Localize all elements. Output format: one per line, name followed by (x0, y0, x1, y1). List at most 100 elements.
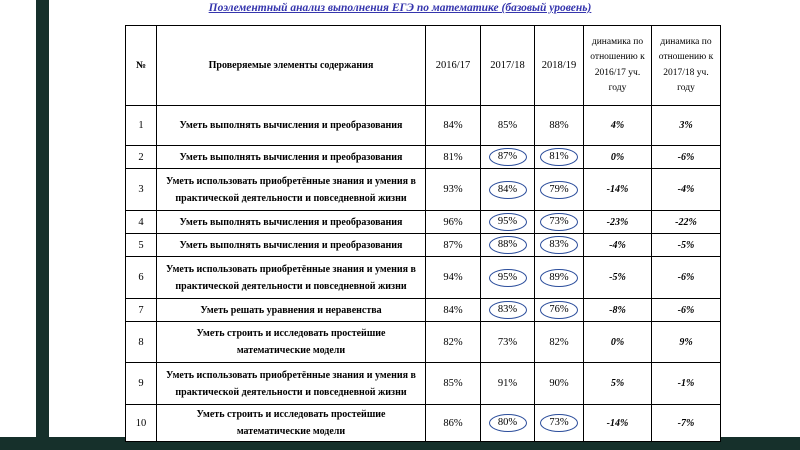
table-row: 8 Уметь строить и исследовать простейшие … (125, 321, 721, 363)
cell-content: Уметь выполнять вычисления и преобразова… (156, 105, 426, 146)
cell-num: 7 (125, 298, 157, 322)
cell-pct-2017-18: 84% (480, 168, 535, 211)
cell-num: 2 (125, 145, 157, 169)
table-body: 1 Уметь выполнять вычисления и преобразов… (125, 105, 721, 442)
cell-pct-2017-18: 85% (480, 105, 535, 146)
cell-pct-2018-19: 79% (534, 168, 584, 211)
cell-pct-2017-18: 95% (480, 210, 535, 234)
circle-annotation: 87% (488, 148, 527, 166)
cell-dynamics-2016-17: -23% (583, 210, 652, 234)
cell-dynamics-2016-17: -14% (583, 168, 652, 211)
left-accent-bar (36, 0, 49, 450)
cell-dynamics-2016-17: 4% (583, 105, 652, 146)
cell-dynamics-2017-18: -6% (651, 256, 721, 299)
circle-annotation: 79% (540, 180, 578, 199)
cell-pct-2018-19: 89% (534, 256, 584, 299)
cell-num: 9 (125, 362, 157, 405)
header-num: № (125, 25, 157, 106)
table-row: 1 Уметь выполнять вычисления и преобразов… (125, 105, 721, 146)
cell-pct-2018-19: 81% (534, 145, 584, 169)
cell-pct-2018-19: 73% (534, 404, 584, 442)
cell-pct-2016-17: 87% (425, 233, 481, 257)
page-title: Поэлементный анализ выполнения ЕГЭ по ма… (208, 2, 592, 14)
cell-dynamics-2017-18: -1% (651, 362, 721, 405)
circle-annotation: 83% (540, 236, 578, 254)
circle-annotation: 80% (488, 414, 527, 432)
circle-annotation: 73% (540, 213, 578, 231)
cell-pct-2017-18: 88% (480, 233, 535, 257)
cell-pct-2016-17: 85% (425, 362, 481, 405)
table-row: 7 Уметь решать уравнения и неравенства 84%… (125, 298, 721, 322)
circle-annotation: 83% (488, 301, 527, 319)
cell-dynamics-2017-18: 3% (651, 105, 721, 146)
cell-content: Уметь выполнять вычисления и преобразова… (156, 145, 426, 169)
cell-num: 3 (125, 168, 157, 211)
cell-dynamics-2016-17: -5% (583, 256, 652, 299)
circle-annotation: 84% (488, 180, 527, 199)
cell-content: Уметь строить и исследовать простейшие м… (156, 404, 426, 442)
cell-dynamics-2016-17: -14% (583, 404, 652, 442)
cell-pct-2016-17: 84% (425, 298, 481, 322)
table-row: 9 Уметь использовать приобретённые знания… (125, 362, 721, 405)
cell-dynamics-2017-18: -22% (651, 210, 721, 234)
cell-dynamics-2016-17: 0% (583, 145, 652, 169)
cell-pct-2017-18: 73% (480, 321, 535, 363)
table-row: 4 Уметь выполнять вычисления и преобразов… (125, 210, 721, 234)
cell-dynamics-2016-17: 5% (583, 362, 652, 405)
cell-content: Уметь строить и исследовать простейшие м… (156, 321, 426, 363)
cell-pct-2017-18: 87% (480, 145, 535, 169)
cell-pct-2018-19: 90% (534, 362, 584, 405)
cell-pct-2018-19: 83% (534, 233, 584, 257)
cell-dynamics-2017-18: -4% (651, 168, 721, 211)
cell-pct-2018-19: 88% (534, 105, 584, 146)
cell-pct-2016-17: 94% (425, 256, 481, 299)
header-dynamics-2017-18: динамика по отношению к 2017/18 уч. году (651, 25, 721, 106)
header-year-2017-18: 2017/18 (480, 25, 535, 106)
cell-pct-2018-19: 82% (534, 321, 584, 363)
cell-dynamics-2017-18: 9% (651, 321, 721, 363)
cell-pct-2016-17: 96% (425, 210, 481, 234)
cell-pct-2017-18: 95% (480, 256, 535, 299)
cell-content: Уметь выполнять вычисления и преобразова… (156, 210, 426, 234)
cell-dynamics-2017-18: -6% (651, 298, 721, 322)
cell-pct-2016-17: 93% (425, 168, 481, 211)
cell-dynamics-2017-18: -7% (651, 404, 721, 442)
cell-num: 5 (125, 233, 157, 257)
cell-num: 10 (125, 404, 157, 442)
cell-pct-2017-18: 91% (480, 362, 535, 405)
table-row: 10 Уметь строить и исследовать простейшие… (125, 404, 721, 442)
table-row: 3 Уметь использовать приобретённые знания… (125, 168, 721, 211)
circle-annotation: 95% (488, 268, 527, 287)
cell-pct-2017-18: 83% (480, 298, 535, 322)
cell-dynamics-2016-17: -8% (583, 298, 652, 322)
cell-content: Уметь использовать приобретённые знания … (156, 256, 426, 299)
table-row: 5 Уметь выполнять вычисления и преобразов… (125, 233, 721, 257)
cell-pct-2018-19: 76% (534, 298, 584, 322)
table-row: 6 Уметь использовать приобретённые знания… (125, 256, 721, 299)
circle-annotation: 76% (540, 301, 578, 319)
cell-pct-2018-19: 73% (534, 210, 584, 234)
cell-content: Уметь решать уравнения и неравенства (156, 298, 426, 322)
cell-num: 8 (125, 321, 157, 363)
header-dynamics-2016-17: динамика по отношению к 2016/17 уч. году (583, 25, 652, 106)
cell-pct-2016-17: 86% (425, 404, 481, 442)
cell-dynamics-2016-17: -4% (583, 233, 652, 257)
header-content: Проверяемые элементы содержания (156, 25, 426, 106)
header-year-2018-19: 2018/19 (534, 25, 584, 106)
cell-pct-2017-18: 80% (480, 404, 535, 442)
cell-pct-2016-17: 82% (425, 321, 481, 363)
circle-annotation: 81% (540, 148, 578, 166)
cell-num: 6 (125, 256, 157, 299)
cell-num: 4 (125, 210, 157, 234)
table-header: № Проверяемые элементы содержания 2016/1… (125, 25, 721, 106)
header-year-2016-17: 2016/17 (425, 25, 481, 106)
cell-pct-2016-17: 81% (425, 145, 481, 169)
header-row: № Проверяемые элементы содержания 2016/1… (125, 25, 721, 106)
circle-annotation: 95% (488, 213, 527, 231)
cell-dynamics-2017-18: -6% (651, 145, 721, 169)
circle-annotation: 89% (540, 268, 578, 287)
circle-annotation: 88% (488, 236, 527, 254)
cell-content: Уметь использовать приобретённые знания … (156, 362, 426, 405)
table-row: 2 Уметь выполнять вычисления и преобразов… (125, 145, 721, 169)
cell-num: 1 (125, 105, 157, 146)
